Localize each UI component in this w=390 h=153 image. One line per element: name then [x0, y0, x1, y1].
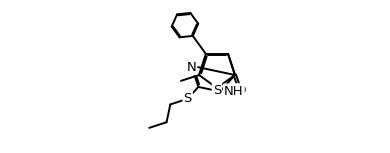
- Text: S: S: [183, 92, 192, 105]
- Text: NH: NH: [224, 85, 244, 98]
- Text: O: O: [236, 84, 246, 97]
- Text: N: N: [187, 61, 197, 74]
- Text: S: S: [213, 84, 221, 97]
